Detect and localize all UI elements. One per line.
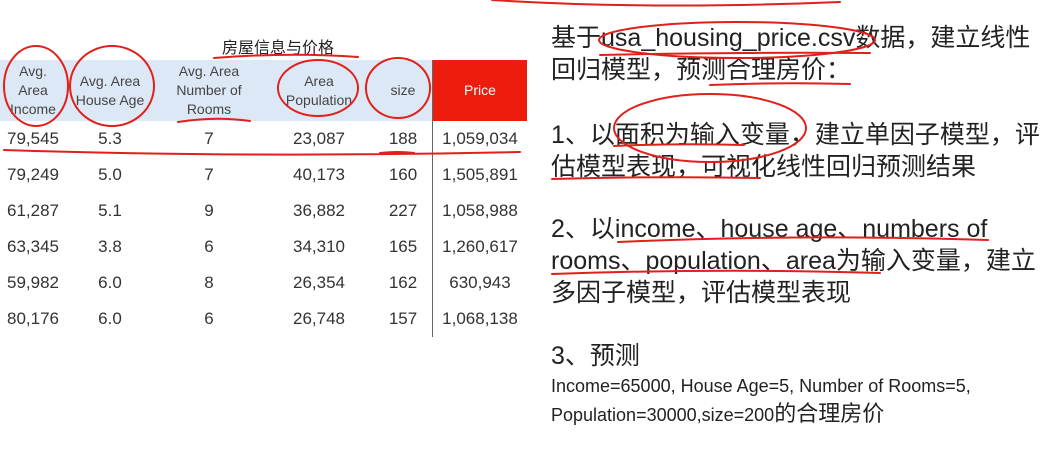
table-row: 61,287 5.1 9 36,882 227 1,058,988: [0, 193, 527, 229]
intro-colon: ：: [826, 56, 852, 84]
cell-price: 1,058,988: [432, 193, 527, 229]
prediction-suffix: 的合理房价: [774, 401, 885, 426]
table-row: 63,345 3.8 6 34,310 165 1,260,617: [0, 229, 527, 265]
cell-income: 80,176: [7, 309, 59, 328]
header-label: Avg. Area House Age: [75, 72, 145, 108]
cell-population: 26,748: [293, 309, 345, 328]
cell-house-age: 5.3: [98, 129, 122, 148]
cell-house-age: 6.0: [98, 273, 122, 292]
cell-house-age: 6.0: [98, 309, 122, 328]
table-row: 59,982 6.0 8 26,354 162 630,943: [0, 265, 527, 301]
cell-price: 1,260,617: [432, 229, 527, 265]
cell-rooms: 8: [204, 273, 214, 292]
cell-house-age: 3.8: [98, 237, 122, 256]
table-title: 房屋信息与价格: [222, 38, 335, 57]
table-row: 79,249 5.0 7 40,173 160 1,505,891: [0, 157, 527, 193]
task-2-prefix: 2、以: [551, 215, 615, 243]
header-label: Avg. Area Number of Rooms: [176, 63, 242, 117]
table-row: 80,176 6.0 6 26,748 157 1,068,138: [0, 301, 527, 337]
cell-population: 26,354: [293, 273, 345, 292]
cell-size: 227: [388, 201, 418, 220]
table-row: 79,545 5.3 7 23,087 188 1,059,034: [0, 121, 527, 157]
header-income: Avg. Area Income: [0, 60, 66, 121]
cell-price: 1,505,891: [432, 157, 527, 193]
header-label: Price: [464, 82, 496, 98]
cell-house-age: 5.1: [98, 201, 122, 220]
cell-income: 79,249: [7, 165, 59, 184]
task-3-heading: 3、预测: [551, 342, 640, 370]
header-label: Avg. Area Income: [10, 63, 56, 117]
cell-size: 160: [388, 165, 418, 184]
cell-rooms: 7: [204, 165, 214, 184]
task-3-prediction: Income=65000, House Age=5, Number of Roo…: [551, 372, 1051, 429]
cell-rooms: 7: [204, 129, 214, 148]
header-label: size: [390, 82, 416, 98]
prediction-line-2: Population=30000,size=200的合理房价: [551, 400, 1051, 429]
task-1: 1、以面积为输入变量，建立单因子模型，评估模型表现，可视化线性回归预测结果: [551, 119, 1046, 183]
intro-predict: 预测合理房价: [676, 56, 827, 84]
cell-population: 40,173: [293, 165, 345, 184]
cell-population: 36,882: [293, 201, 345, 220]
prediction-line-1: Income=65000, House Age=5, Number of Roo…: [551, 376, 971, 396]
cell-size: 188: [388, 129, 418, 148]
task-2-rest: 为输入变量，建立多因子模型，评估模型表现: [551, 247, 1036, 307]
task-1-highlight: 面积为输入变量: [614, 121, 790, 149]
intro-prefix: 基于: [551, 24, 602, 52]
prediction-values: Population=30000,size=200: [551, 405, 775, 425]
header-population: Area Population: [264, 60, 374, 121]
annotation-top-arc: [491, 0, 841, 7]
header-label: Area Population: [285, 72, 353, 108]
cell-income: 63,345: [7, 237, 59, 256]
task-2: 2、以income、house age、numbers of rooms、pop…: [551, 213, 1046, 309]
cell-price: 1,059,034: [432, 121, 527, 157]
cell-population: 23,087: [293, 129, 345, 148]
header-size: size: [374, 60, 433, 121]
task-1-prefix: 1、以: [551, 121, 615, 149]
intro-paragraph: 基于usa_housing_price.csv数据，建立线性回归模型，预测合理房…: [551, 22, 1046, 86]
cell-size: 162: [388, 273, 418, 292]
cell-income: 79,545: [7, 129, 59, 148]
header-price: Price: [432, 60, 527, 121]
cell-size: 165: [388, 237, 418, 256]
header-house-age: Avg. Area House Age: [66, 60, 154, 121]
intro-filename: usa_housing_price.csv: [601, 24, 856, 52]
table-header-row: Avg. Area Income Avg. Area House Age Avg…: [0, 60, 527, 121]
cell-size: 157: [388, 309, 418, 328]
cell-rooms: 6: [204, 237, 214, 256]
cell-income: 61,287: [7, 201, 59, 220]
cell-rooms: 6: [204, 309, 214, 328]
cell-income: 59,982: [7, 273, 59, 292]
cell-house-age: 5.0: [98, 165, 122, 184]
intro-suffix: 数据，建立线性回归模型，: [551, 24, 1031, 84]
cell-population: 34,310: [293, 237, 345, 256]
housing-table: Avg. Area Income Avg. Area House Age Avg…: [0, 60, 527, 337]
cell-price: 630,943: [432, 265, 527, 301]
header-rooms: Avg. Area Number of Rooms: [154, 60, 264, 121]
cell-rooms: 9: [204, 201, 214, 220]
cell-price: 1,068,138: [432, 301, 527, 337]
